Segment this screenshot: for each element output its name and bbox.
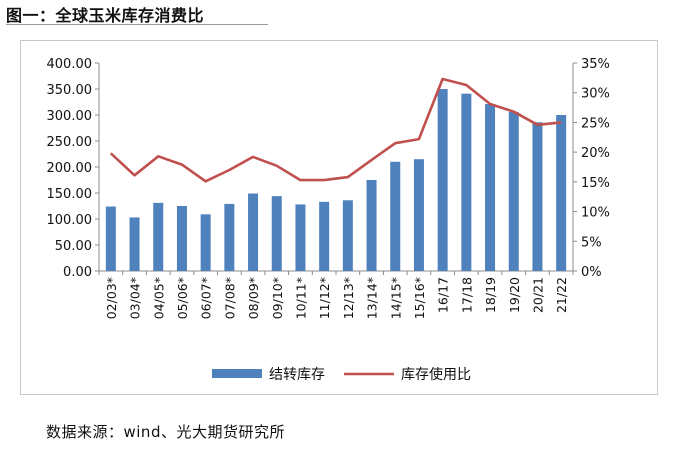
x-tick-label: 08/09* [246, 277, 261, 319]
bar [366, 180, 377, 271]
chart-axes: 0.00 50.00 100.00 150.00 200.00 250.00 300.00 3… [47, 57, 610, 280]
y-left-tick-label: 100.00 [47, 213, 93, 228]
bar [129, 217, 140, 271]
x-tick-label: 17/18 [459, 277, 474, 313]
title-underline [6, 24, 268, 25]
x-tick-label: 02/03* [104, 277, 119, 319]
bar [508, 111, 519, 271]
y-left-tick-label: 250.00 [47, 135, 93, 150]
y-right-tick-label: 25% [581, 116, 610, 131]
x-tick-label: 19/20 [507, 277, 522, 313]
series-line [109, 77, 562, 183]
x-tick-label: 15/16* [412, 277, 427, 319]
y-right-tick-label: 30% [581, 87, 610, 102]
bar [556, 115, 567, 271]
y-left-tick-label: 150.00 [47, 187, 93, 202]
x-tick-label: 06/07* [199, 277, 214, 319]
y-left-tick-label: 0.00 [63, 265, 92, 280]
x-tick-label: 20/21 [530, 277, 545, 313]
x-tick-label: 10/11* [293, 277, 308, 319]
bar [437, 89, 448, 271]
y-right-tick-label: 0% [581, 265, 602, 280]
bar [200, 214, 211, 271]
bar [532, 122, 543, 271]
x-tick-label: 12/13* [341, 277, 356, 319]
bar [485, 104, 496, 271]
x-tick-label: 14/15* [388, 277, 403, 319]
chart-frame: 0.00 50.00 100.00 150.00 200.00 250.00 300.00 3… [20, 40, 658, 395]
y-right-tick-label: 20% [581, 146, 610, 161]
x-tick-label: 21/22 [554, 277, 569, 313]
bar [176, 206, 187, 271]
x-tick-label: 05/06* [175, 277, 190, 319]
chart-legend: 结转库存 库存使用比 [212, 366, 471, 383]
bar [224, 203, 235, 271]
figure-title: 图一：全球玉米库存消费比 [6, 6, 205, 25]
bar [342, 200, 353, 271]
bar-series [105, 89, 567, 272]
x-tick-label: 09/10* [270, 277, 285, 319]
y-right-tick-label: 5% [581, 235, 602, 250]
combo-chart: 0.00 50.00 100.00 150.00 200.00 250.00 300.00 3… [47, 57, 610, 383]
y-right-tick-label: 10% [581, 206, 610, 221]
y-right-tick-label: 15% [581, 176, 610, 191]
y-right-tick-label: 35% [581, 57, 610, 72]
bar [271, 196, 282, 271]
x-tick-label: 11/12* [317, 277, 332, 319]
bar [413, 159, 424, 271]
legend-swatch-bar [212, 369, 262, 378]
legend-label-line: 库存使用比 [401, 366, 471, 383]
source-note: 数据来源：wind、光大期货研究所 [46, 423, 285, 441]
bar [153, 202, 164, 271]
y-left-tick-label: 400.00 [47, 57, 93, 72]
x-tick-label: 18/19 [483, 277, 498, 313]
legend-label-bar: 结转库存 [269, 367, 325, 383]
y-left-tick-label: 50.00 [55, 239, 92, 254]
x-tick-label: 13/14* [365, 277, 380, 319]
bar [248, 193, 259, 271]
bar [390, 161, 401, 271]
x-tick-label: 04/05* [151, 277, 166, 319]
bar [105, 206, 116, 271]
x-tick-label: 16/17 [436, 277, 451, 313]
y-left-tick-label: 300.00 [47, 109, 93, 124]
y-left-tick-label: 200.00 [47, 161, 93, 176]
y-left-tick-label: 350.00 [47, 83, 93, 98]
x-tick-label: 03/04* [128, 277, 143, 319]
line-series [109, 77, 562, 183]
bar [461, 93, 472, 272]
x-tick-labels: 02/03* 03/04* 04/05* 05/06* 06/07* 07/08* 08/0… [104, 277, 569, 319]
bar [319, 201, 330, 271]
x-tick-label: 07/08* [222, 277, 237, 319]
bar [295, 204, 306, 271]
